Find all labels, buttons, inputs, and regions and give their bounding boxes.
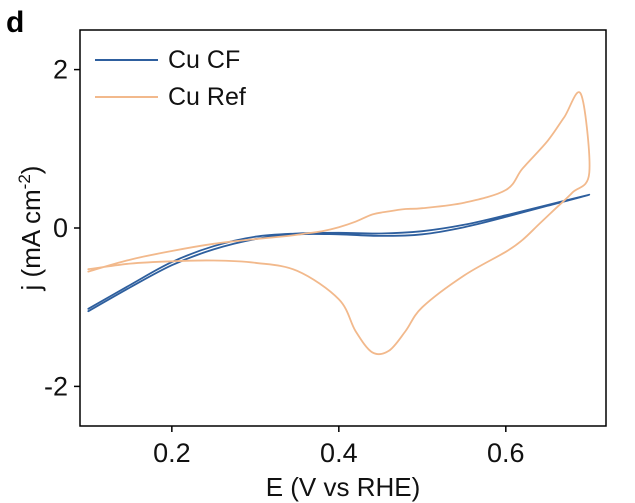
plot-frame [79,29,607,427]
plot-area [79,29,607,427]
x-tick-label: 0.2 [153,438,191,468]
legend-label-cu-ref: Cu Ref [168,83,246,111]
y-tick-label: -2 [44,371,68,401]
legend-label-cu-cf: Cu CF [168,46,240,74]
panel-label: d [6,6,24,39]
y-tick-label: 0 [53,213,68,243]
legend: Cu CF Cu Ref [95,46,246,111]
x-tick-label: 0.4 [320,438,358,468]
y-tick-label: 2 [53,55,68,85]
y-axis-label-main: j (mA cm [16,189,46,291]
y-axis-label-sup: -2 [15,174,34,189]
x-tick-label: 0.6 [487,438,525,468]
x-axis-ticks: 0.2 0.4 0.6 [153,426,525,468]
y-axis-ticks: -2 0 2 [44,55,80,401]
series-line-cu-ref [87,91,591,356]
y-axis-label: j (mA cm-2) [15,166,46,292]
y-axis-label-end: ) [16,166,46,175]
x-axis-label: E (V vs RHE) [266,472,421,502]
series-layer [87,91,591,356]
